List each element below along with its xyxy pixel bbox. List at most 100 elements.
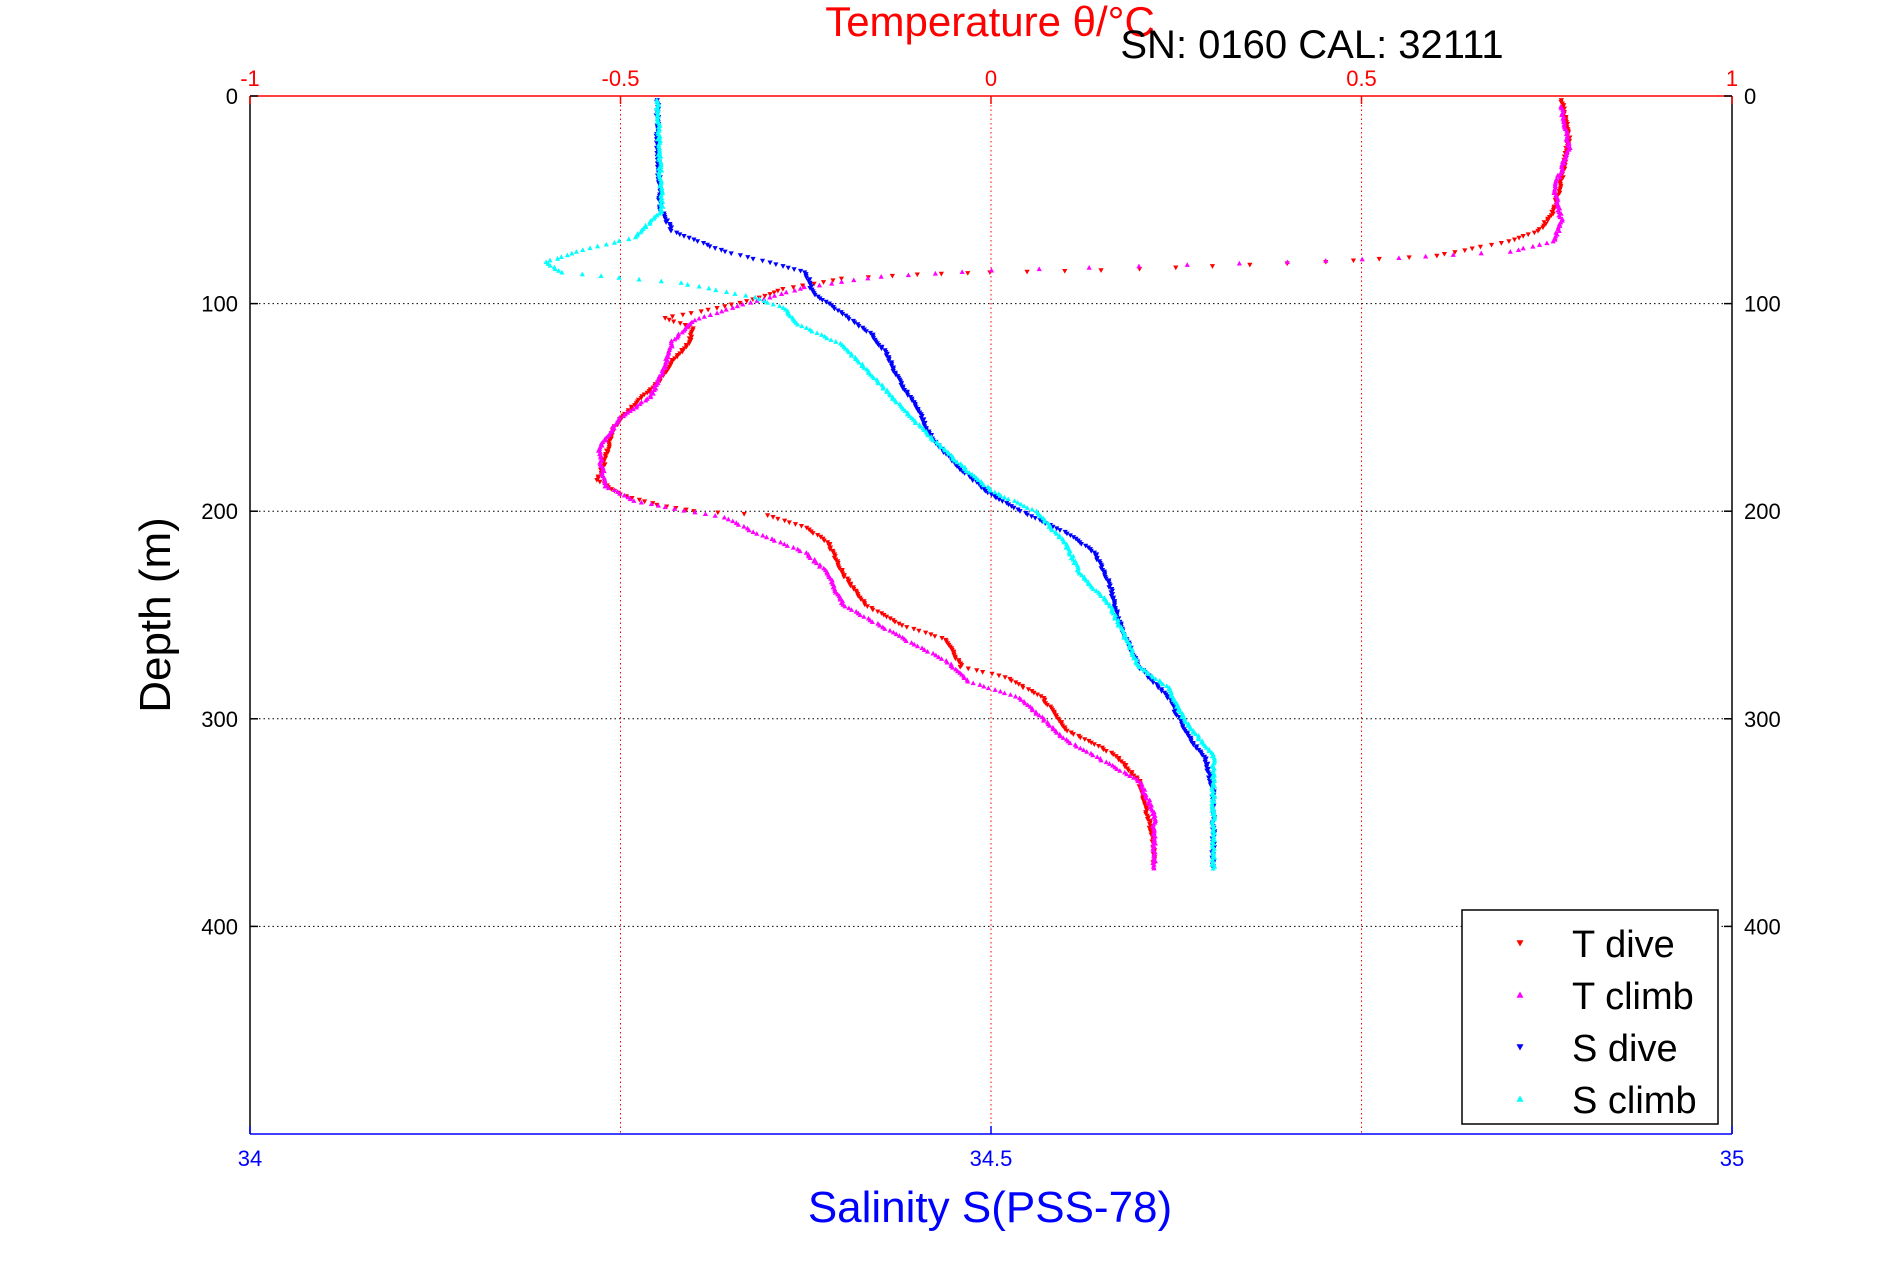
data-point [918, 415, 924, 421]
data-point [1049, 527, 1055, 533]
data-point [799, 323, 805, 329]
data-point [878, 346, 885, 352]
data-point [1511, 237, 1518, 243]
data-point [1110, 752, 1116, 758]
data-point [1212, 837, 1218, 843]
data-point [876, 343, 882, 348]
data-point [982, 488, 988, 494]
data-point [1150, 674, 1156, 680]
data-point [1090, 752, 1096, 758]
data-point [946, 451, 952, 456]
data-point [826, 301, 832, 307]
data-point [1032, 516, 1038, 521]
data-point [1550, 238, 1556, 244]
data-point [674, 230, 680, 236]
data-point [1477, 244, 1484, 250]
data-point [963, 468, 970, 473]
data-point [1118, 759, 1124, 765]
data-point [1011, 505, 1017, 511]
data-point [674, 334, 680, 340]
data-point [917, 423, 924, 429]
data-point [694, 239, 701, 244]
data-point [691, 237, 697, 243]
data-point [1131, 655, 1137, 661]
data-point [769, 536, 775, 541]
data-point [893, 631, 899, 637]
left-tick-label: 300 [201, 707, 238, 732]
data-point [1323, 258, 1329, 263]
data-point [1531, 230, 1537, 236]
data-point [620, 413, 627, 419]
data-point [827, 547, 833, 552]
data-point [702, 511, 709, 517]
data-point [771, 290, 777, 296]
data-point [1002, 675, 1008, 680]
data-point [1021, 503, 1027, 509]
data-point [662, 365, 669, 370]
data-point [1098, 757, 1104, 763]
data-point [792, 522, 799, 527]
legend-label: S dive [1572, 1028, 1678, 1070]
data-point [965, 678, 971, 684]
data-point [1042, 518, 1048, 524]
data-point [974, 668, 980, 673]
data-point [998, 493, 1004, 498]
data-point [1071, 560, 1077, 566]
data-point [700, 240, 707, 246]
data-point [1100, 747, 1106, 753]
data-point [950, 664, 956, 670]
data-point [1488, 242, 1495, 248]
data-point [696, 315, 702, 321]
data-point [1115, 622, 1121, 628]
data-point [547, 262, 553, 268]
data-point [1114, 766, 1120, 772]
data-point [662, 316, 668, 321]
data-point [797, 548, 803, 554]
data-point [1164, 695, 1171, 701]
data-point [1077, 745, 1083, 751]
right-tick-label: 100 [1744, 292, 1781, 317]
data-point [1031, 690, 1037, 696]
data-point [692, 509, 698, 515]
data-point [889, 273, 895, 279]
chart-title: Temperature θ/°C [825, 0, 1155, 45]
data-point [1164, 683, 1170, 689]
data-point [743, 292, 749, 298]
data-point [1462, 248, 1468, 254]
data-point [594, 243, 601, 249]
data-point [579, 271, 585, 277]
data-point [819, 298, 825, 303]
legend-box [1461, 909, 1719, 1125]
data-point [647, 221, 653, 226]
data-point [1081, 747, 1087, 753]
data-point [933, 652, 939, 658]
data-point [770, 301, 776, 307]
data-point [970, 680, 976, 686]
data-point [754, 298, 760, 303]
data-point [1506, 239, 1512, 244]
data-point [1530, 243, 1536, 249]
data-point [1070, 557, 1076, 562]
data-point [732, 291, 738, 296]
data-point [823, 299, 829, 305]
data-point [959, 269, 965, 275]
data-point [587, 245, 593, 251]
data-point [723, 306, 729, 312]
top-tick-label: 1 [1726, 66, 1738, 91]
data-point [783, 289, 789, 295]
data-point [641, 499, 648, 505]
data-point [883, 614, 890, 620]
data-point [852, 320, 858, 326]
data-point [1034, 692, 1040, 698]
data-point [810, 531, 816, 536]
data-point [654, 164, 661, 170]
data-point [712, 513, 718, 518]
data-point [839, 279, 845, 284]
data-point [1050, 726, 1056, 732]
data-point [740, 301, 746, 307]
data-point [961, 675, 967, 681]
data-point [1016, 682, 1022, 687]
data-point [718, 247, 724, 253]
data-point [1116, 757, 1122, 763]
